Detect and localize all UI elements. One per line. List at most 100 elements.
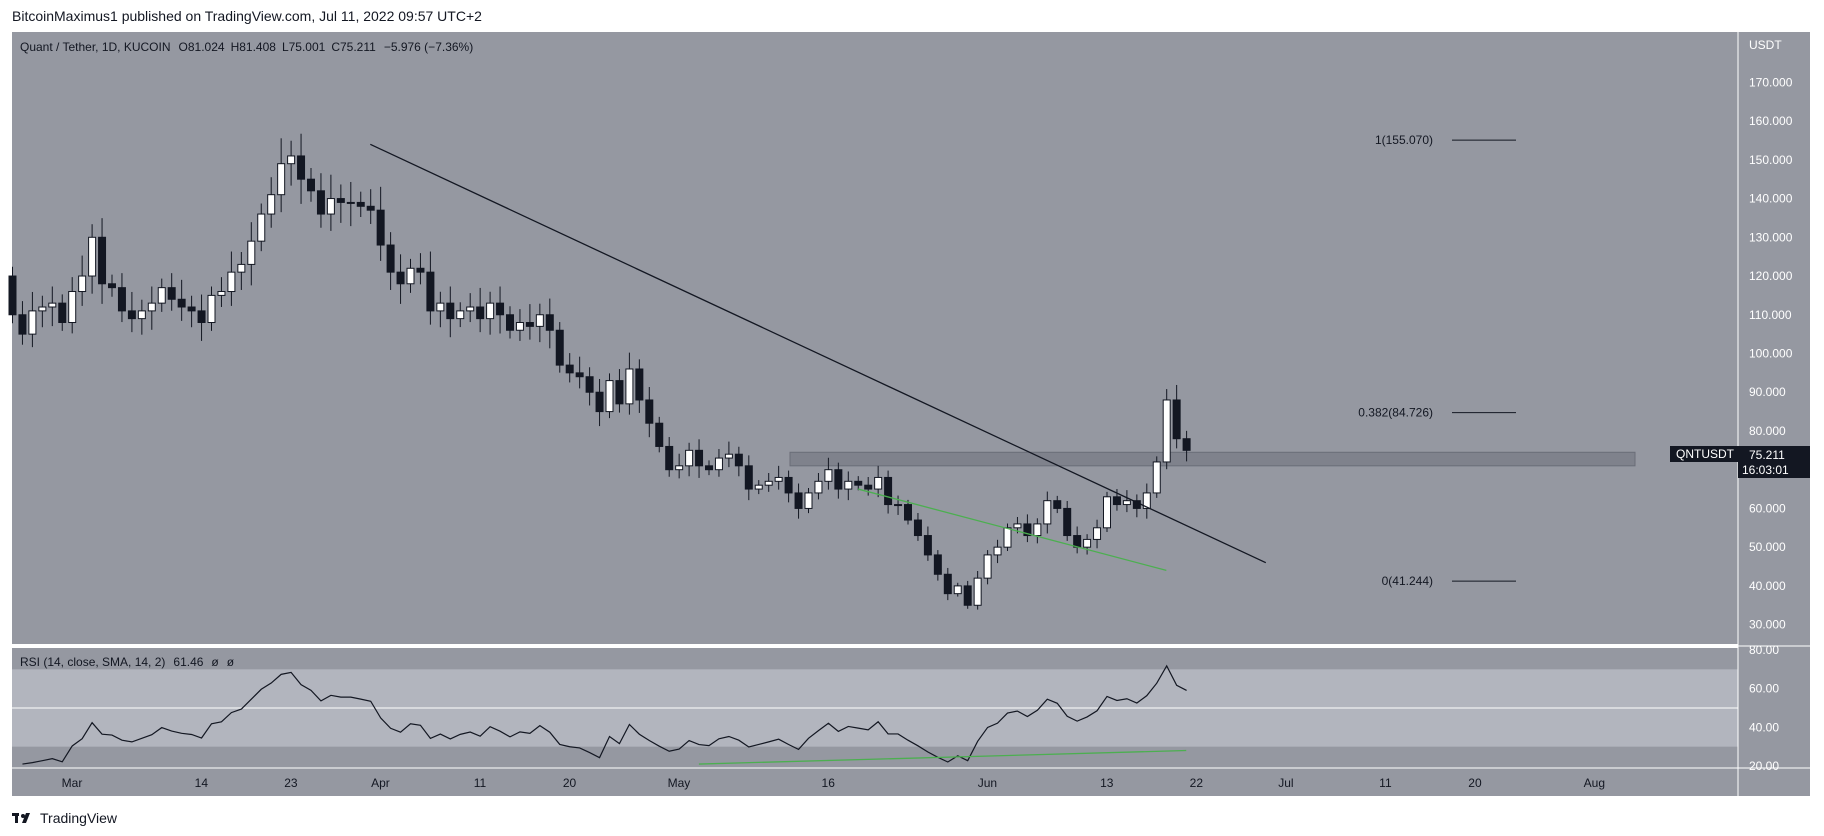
symbol-badge-label: QNTUSDT [1676,447,1735,461]
candle-body [705,465,713,471]
candle-body [774,476,783,482]
candle-body [356,201,365,207]
candle-body [167,287,176,300]
legend-l-label: L [282,40,289,54]
rsi-line[interactable] [22,664,1187,765]
time-tick-label: 13 [1100,776,1114,790]
rsi-legend-extra2: ø [227,655,235,669]
candle-body [38,306,47,312]
candle-body [1162,399,1171,463]
candle-body [625,368,634,405]
candle-body [117,287,126,312]
candle-body [237,263,246,273]
footer-brand-label: TradingView [40,810,118,826]
time-tick-label: 11 [1379,776,1392,790]
fib-level-label: 0.382(84.726) [1358,406,1433,420]
price-pane[interactable] [12,32,1738,644]
time-tick-label: Jul [1278,776,1293,790]
candle-body [515,322,524,331]
candles-group [8,133,1191,610]
rsi-legend-label: RSI (14, close, SMA, 14, 2) [20,655,165,669]
candle-body [734,453,743,467]
candle-body [1033,523,1042,537]
legend-h-value: 81.408 [239,40,276,54]
rsi-divergence-line[interactable] [698,749,1187,765]
candle-body [257,213,266,242]
candle-body [973,577,982,606]
candle-body [555,329,564,366]
chart-legend: Quant / Tether, 1D, KUCOIN O81.024 H81.408… [20,40,473,54]
candle-body [744,465,753,490]
candle-body [217,291,226,296]
candle-body [834,469,843,490]
candle-body [18,314,27,335]
candle-body [525,322,534,327]
legend-c-value: 75.211 [340,40,376,54]
candle-body [456,310,465,320]
candle-body [814,480,823,494]
price-tick-label: 90.000 [1749,385,1786,399]
time-tick-label: 16 [822,776,836,790]
price-axis-panel[interactable] [1738,32,1810,768]
rsi-tick-label: 20.00 [1749,759,1779,773]
candle-body [197,310,206,324]
legend-symbol: Quant / Tether, 1D, KUCOIN [20,40,171,54]
candle-body [605,380,614,413]
candle-body [635,368,644,401]
candle-body [685,449,694,467]
price-divergence-line[interactable] [857,488,1167,572]
price-axis-unit: USDT [1749,38,1782,52]
price-tick-label: 60.000 [1749,501,1786,515]
candle-body [595,391,604,413]
candle-body [1093,527,1102,540]
price-tick-label: 50.000 [1749,540,1786,554]
candle-body [1043,500,1052,525]
footer-brand[interactable]: TradingView [12,806,117,830]
candle-body [1112,496,1121,506]
candle-body [316,190,325,215]
candle-body [177,298,186,308]
candle-body [565,364,574,374]
price-tick-label: 100.000 [1749,346,1793,360]
candle-body [824,469,833,482]
price-tick-label: 170.000 [1749,75,1793,89]
time-axis-panel[interactable] [12,768,1738,796]
candle-body [784,476,793,494]
time-tick-label: 22 [1190,776,1204,790]
candle-body [1103,496,1111,529]
candle-body [247,240,256,265]
candle-body [904,504,912,521]
candle-body [416,267,425,273]
candle-body [724,453,733,459]
candle-body [1172,399,1181,440]
legend-l-value: 75.001 [289,40,326,54]
candle-body [804,492,813,509]
candle-body [446,302,455,320]
time-tick-label: May [668,776,691,790]
candle-body [1013,523,1022,529]
candle-body [615,380,624,405]
candle-body [406,267,415,285]
fib-level-label: 1(155.070) [1375,133,1433,147]
descending-trendline[interactable] [370,143,1267,564]
price-tick-label: 30.000 [1749,618,1786,632]
rsi-tick-label: 80.00 [1749,643,1779,657]
candle-body [476,306,485,320]
candle-body [585,376,594,393]
candle-body [1142,492,1151,509]
candle-body [923,535,932,556]
candle-body [1073,535,1082,548]
candle-body [207,294,216,324]
candle-body [963,585,972,606]
publish-header: BitcoinMaximus1 published on TradingView… [12,8,482,24]
candle-body [894,504,903,507]
symbol-badge [1670,446,1738,462]
candle-body [1063,507,1072,537]
candle-body [426,271,435,312]
candle-body [884,476,893,506]
candle-body [1003,527,1012,548]
legend-change: −5.976 (−7.36%) [384,40,473,54]
time-tick-label: Aug [1584,776,1605,790]
legend-c-label: C [331,40,340,54]
